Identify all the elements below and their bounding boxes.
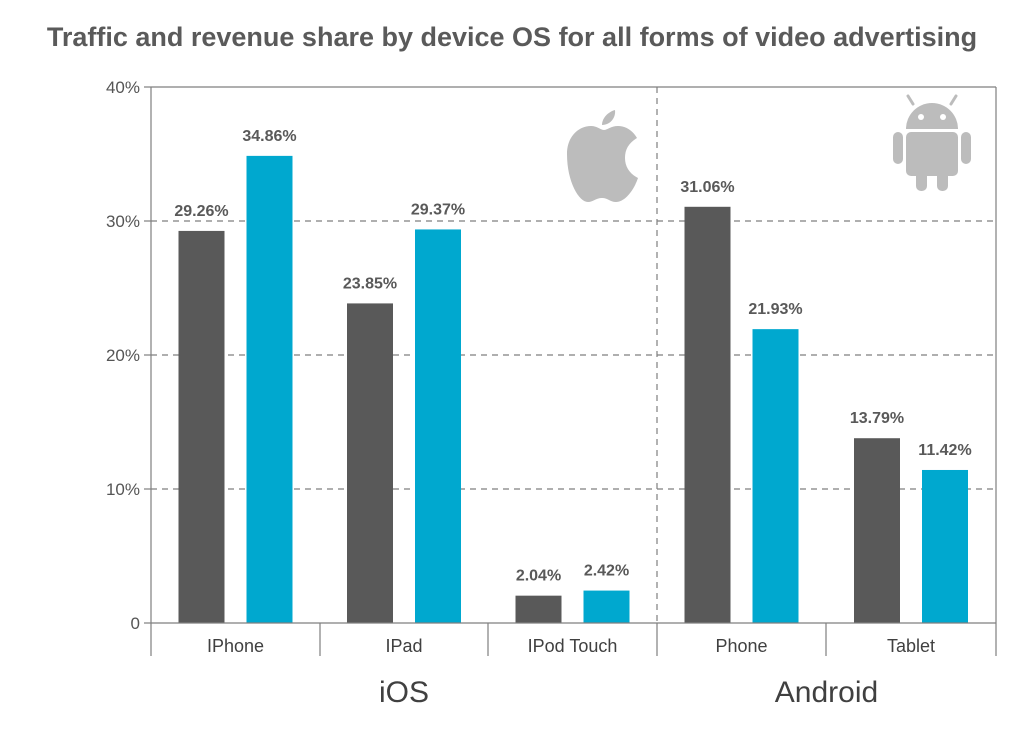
bar-ipad-series-2 [415,229,461,623]
labels: 0 10% 20% 30% 40% 29.26% 34.86% IPhone 23.85% 29.… [106,78,972,709]
chart-title: Traffic and revenue share by device OS f… [46,22,978,52]
data-label: 2.04% [516,568,561,585]
android-robot-icon [893,94,971,191]
bar-tablet-series-2 [922,469,968,623]
data-label: 11.42% [918,442,971,459]
group-label-ios: iOS [379,676,429,709]
apple-logo-icon [567,110,638,202]
y-tick-label: 40% [106,78,140,97]
y-tick-label: 30% [106,212,140,231]
bar-phone-series-1 [684,206,731,623]
data-label: 29.26% [174,203,228,220]
bar-phone-series-2 [752,329,799,623]
bar-ipod-touch-series-1 [515,595,562,623]
data-label: 31.06% [680,179,734,196]
data-label: 34.86% [242,128,296,145]
y-tick-label: 0 [131,614,140,633]
data-label: 29.37% [411,201,465,218]
x-category-label: IPad [385,636,422,656]
data-label: 23.85% [343,275,397,292]
bars [178,155,968,623]
axes [144,86,997,656]
bar-iphone-series-2 [246,155,293,623]
data-label: 2.42% [584,563,629,580]
x-category-label: IPod Touch [528,636,618,656]
x-category-label: Tablet [887,636,935,656]
bar-iphone-series-1 [178,230,225,623]
y-tick-label: 10% [106,480,140,499]
icons [567,94,971,202]
group-label-android: Android [775,676,878,709]
bar-ipod-touch-series-2 [583,590,630,623]
data-label: 13.79% [850,410,904,427]
data-label: 21.93% [748,301,802,318]
bar-tablet-series-1 [854,438,900,623]
bar-ipad-series-1 [347,303,393,623]
x-category-label: Phone [715,636,767,656]
y-tick-label: 20% [106,346,140,365]
x-category-label: IPhone [207,636,264,656]
